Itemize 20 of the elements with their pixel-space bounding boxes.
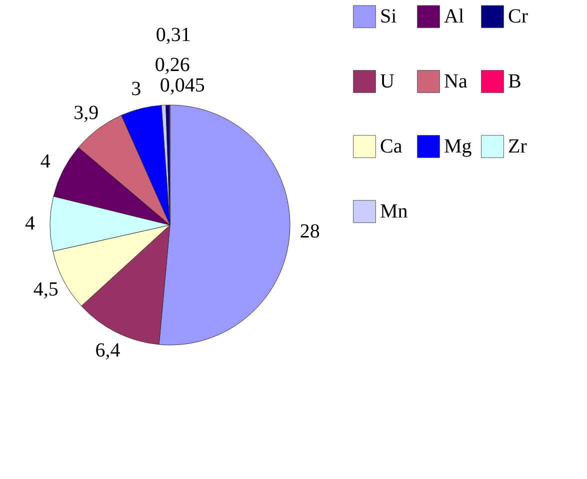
data-label: 0,045 [160, 74, 205, 96]
data-label: 4 [40, 150, 50, 172]
data-label: 28 [300, 220, 320, 242]
data-label: 3,9 [74, 102, 99, 124]
legend-label: Cr [508, 6, 528, 28]
data-label: 0,26 [154, 54, 190, 76]
data-label: 4 [25, 212, 36, 235]
data-label: 6,4 [95, 339, 120, 362]
legend-label: Na [444, 70, 468, 92]
legend-label: Zr [508, 136, 528, 158]
legend-label: Al [444, 6, 464, 28]
legend-label: U [380, 70, 395, 92]
legend-label: B [508, 70, 522, 92]
data-label: 3 [131, 78, 142, 100]
legend-label: Mn [380, 200, 408, 222]
legend-label: Si [380, 6, 398, 28]
legend-label: Mg [444, 136, 472, 158]
data-label: 0,31 [156, 24, 191, 46]
data-label: 4,5 [33, 278, 58, 301]
legend-label: Ca [380, 136, 402, 158]
